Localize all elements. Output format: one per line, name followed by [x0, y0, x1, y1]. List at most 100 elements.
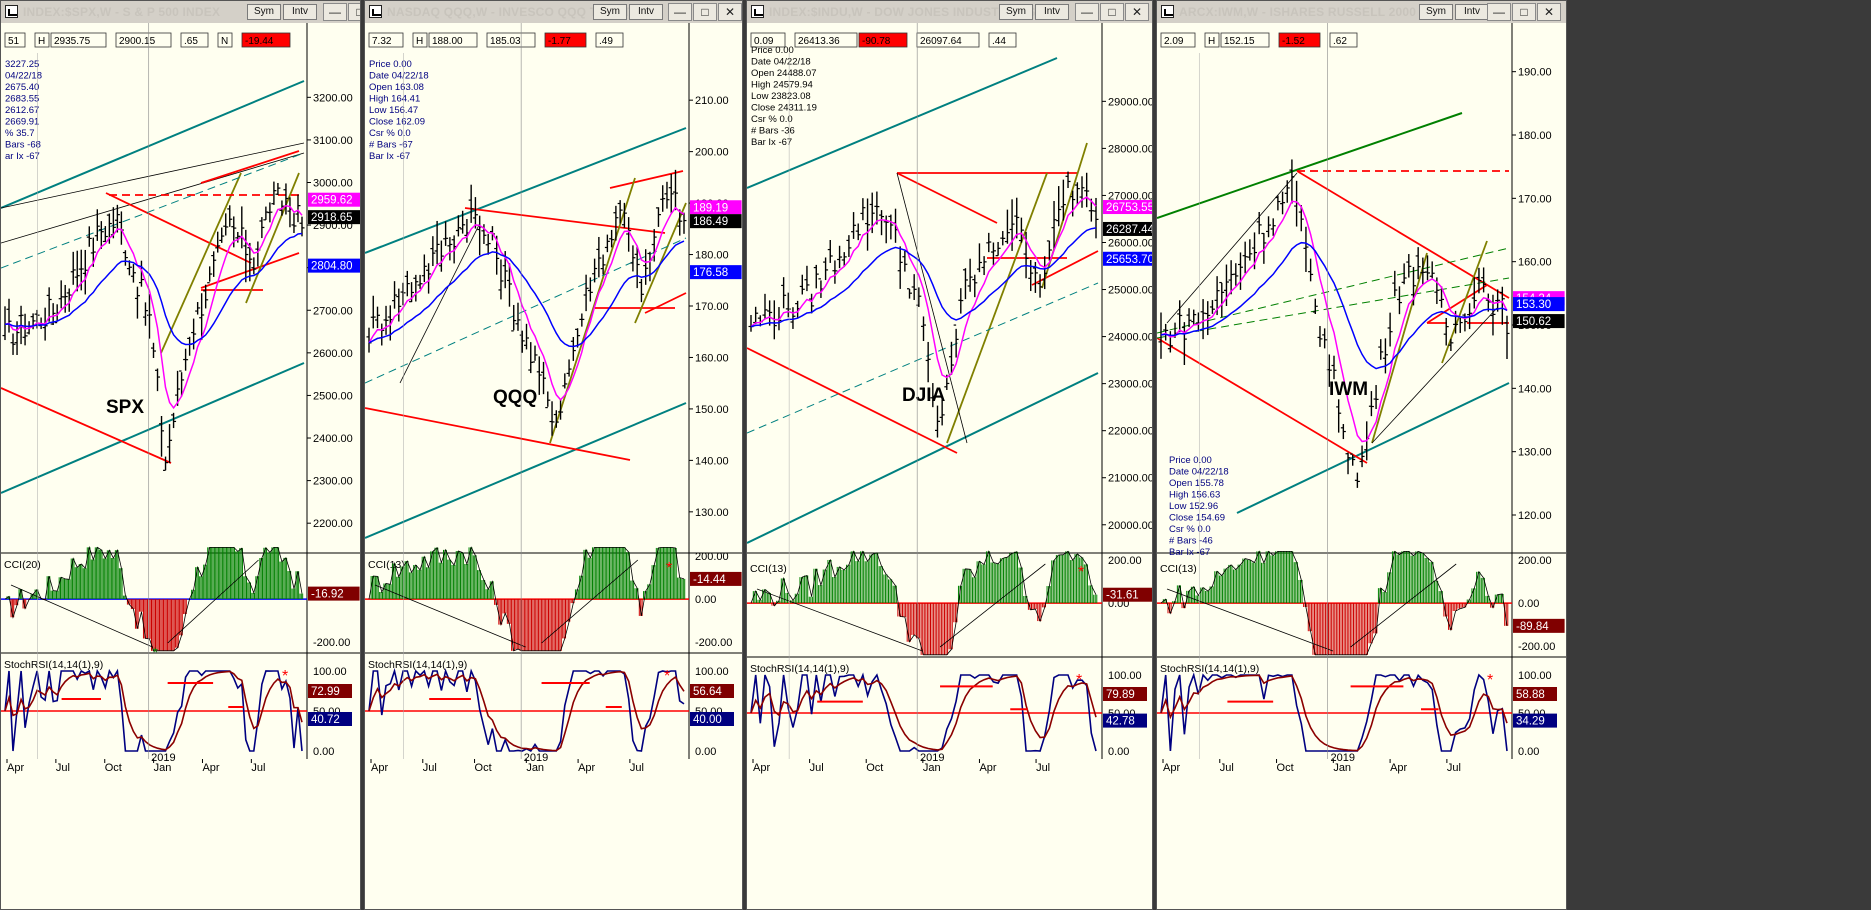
close-icon[interactable]: ✕: [1537, 3, 1561, 21]
trend-line: [644, 292, 687, 314]
intv-button[interactable]: Intv: [1035, 4, 1069, 20]
cci-title: CCI(13): [1160, 563, 1197, 575]
chart-canvas-spx[interactable]: 51 H 2935.75 2900.15 .65 N -19.44 3227.2504/22/…: [1, 23, 361, 910]
stoch-k-line: [4, 668, 303, 752]
stoch-badge-label: 79.89: [1106, 689, 1135, 701]
x-tick-label: Oct: [1277, 762, 1294, 774]
price-badge: [308, 192, 360, 207]
top-bar-field: .65: [184, 36, 198, 47]
intv-button[interactable]: Intv: [629, 4, 663, 20]
moving-average-slow: [4, 232, 303, 346]
chart-window-qqq[interactable]: NASDAQ QQQ,W - INVESCO QQQ TRUST Sym Int…: [364, 0, 743, 910]
stoch-badge: [1103, 687, 1147, 701]
cci-tick-label: 0.00: [695, 594, 716, 606]
cci-star-marker: *: [1078, 564, 1084, 581]
maximize-icon[interactable]: □: [693, 3, 717, 21]
price-badge: [690, 265, 742, 280]
cci-badge: [1513, 618, 1565, 633]
price-badge: [1103, 251, 1152, 266]
info-line: Bars -68: [5, 140, 41, 151]
y-tick-label: 140.00: [1518, 383, 1552, 395]
top-bar-cell: [1160, 32, 1196, 48]
stoch-badge: [1513, 713, 1557, 728]
window-title: INDEX:$INDU,W - DOW JONES INDUSTRIALS: [769, 5, 1036, 19]
sym-button[interactable]: Sym: [593, 4, 627, 20]
top-bar-field: H: [416, 36, 423, 47]
maximize-icon[interactable]: □: [1512, 3, 1536, 21]
title-bar[interactable]: INDEX:$SPX,W - S & P 500 INDEX Sym Intv …: [1, 1, 360, 24]
trend-line: [609, 170, 684, 189]
stoch-title: StochRSI(14,14(1),9): [1160, 663, 1259, 675]
top-bar-field: 2.09: [1164, 36, 1184, 47]
stoch-tick-label: 0.00: [1108, 746, 1129, 758]
chart-canvas-qqq[interactable]: 7.32 H 188.00 185.03 -1.77 .49 Price 0.00Date …: [365, 23, 743, 910]
top-bar-cell: [241, 32, 291, 48]
sym-button[interactable]: Sym: [999, 4, 1033, 20]
minimize-icon[interactable]: —: [668, 3, 692, 21]
top-bar-field: 0.09: [754, 36, 774, 47]
stoch-star-marker: *: [664, 668, 670, 685]
x-tick-label: Jul: [1036, 762, 1050, 774]
trend-line: [896, 172, 998, 224]
info-line: Csr % 0.0: [751, 114, 793, 125]
chart-window-djia[interactable]: INDEX:$INDU,W - DOW JONES INDUSTRIALS Sy…: [746, 0, 1153, 910]
title-bar[interactable]: INDEX:$INDU,W - DOW JONES INDUSTRIALS Sy…: [747, 1, 1152, 24]
y-tick-label: 2700.00: [313, 305, 353, 317]
top-bar-cell: [1278, 32, 1321, 48]
top-bar-field: -19.44: [245, 36, 274, 47]
y-tick-label: 150.00: [695, 404, 729, 416]
top-bar-cell: [412, 32, 428, 48]
y-tick-label: 140.00: [695, 455, 729, 467]
price-badge: [1513, 297, 1565, 312]
top-bar-field: H: [1208, 36, 1215, 47]
title-bar[interactable]: NASDAQ QQQ,W - INVESCO QQQ TRUST Sym Int…: [365, 1, 742, 24]
stoch-badge-label: 42.78: [1106, 716, 1135, 728]
close-icon[interactable]: ✕: [1125, 3, 1149, 21]
x-tick-label: Apr: [1390, 762, 1407, 774]
chart-window-iwm[interactable]: ARCX:IWM,W - ISHARES RUSSELL 2000 ETF Sy…: [1156, 0, 1567, 910]
info-line: Low 152.96: [1169, 501, 1218, 512]
sym-button[interactable]: Sym: [247, 4, 281, 20]
info-line: 3227.25: [5, 59, 39, 70]
trend-line: [1236, 382, 1510, 514]
x-tick-label: Apr: [202, 762, 219, 774]
info-line: ar Ix -67: [5, 151, 40, 162]
stoch-badge-label: 40.72: [311, 714, 340, 726]
close-icon[interactable]: ✕: [718, 3, 742, 21]
x-tick-label: Apr: [7, 762, 24, 774]
cci-tick-label: -200.00: [1518, 641, 1555, 653]
ticker-label: IWM: [1329, 379, 1368, 400]
intv-button[interactable]: Intv: [283, 4, 317, 20]
x-tick-label: Oct: [105, 762, 122, 774]
minimize-icon[interactable]: —: [323, 3, 347, 21]
minimize-icon[interactable]: —: [1487, 3, 1511, 21]
y-tick-label: 180.00: [1518, 130, 1552, 142]
y-tick-label: 2600.00: [313, 348, 353, 360]
trend-line: [1, 152, 305, 269]
title-bar[interactable]: ARCX:IWM,W - ISHARES RUSSELL 2000 ETF Sy…: [1157, 1, 1566, 24]
stoch-badge-label: 58.88: [1516, 689, 1545, 701]
moving-average-slow: [1160, 241, 1508, 370]
sym-button[interactable]: Sym: [1419, 4, 1453, 20]
stoch-k-line: [750, 672, 1097, 752]
trend-line: [200, 150, 300, 184]
trend-line: [399, 222, 481, 384]
maximize-icon[interactable]: □: [1100, 3, 1124, 21]
chart-window-spx[interactable]: INDEX:$SPX,W - S & P 500 INDEX Sym Intv …: [0, 0, 361, 910]
top-bar-cell: [794, 32, 858, 48]
top-bar-field: .49: [599, 36, 613, 47]
stoch-tick-label: 100.00: [1108, 670, 1142, 682]
price-badge-label: 26753.55: [1106, 202, 1153, 214]
info-line: % 35.7: [5, 128, 35, 139]
info-line: Open 155.78: [1169, 478, 1224, 489]
stoch-title: StochRSI(14,14(1),9): [4, 659, 103, 671]
stoch-tick-label: 0.00: [313, 746, 334, 758]
maximize-icon[interactable]: □: [348, 3, 360, 21]
top-bar-field: .44: [992, 36, 1006, 47]
minimize-icon[interactable]: —: [1075, 3, 1099, 21]
stoch-tick-label: 0.00: [1518, 746, 1539, 758]
intv-button[interactable]: Intv: [1455, 4, 1489, 20]
x-tick-label: Jul: [630, 762, 644, 774]
